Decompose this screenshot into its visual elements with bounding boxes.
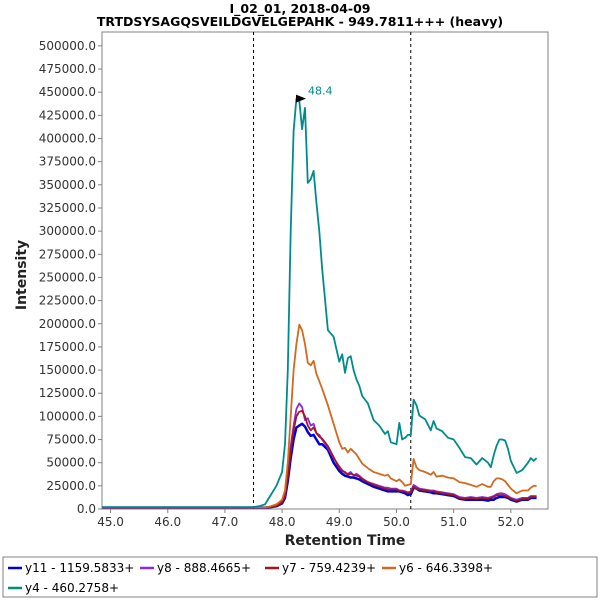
series-line xyxy=(102,422,537,509)
y-tick-label: 25000.0 xyxy=(46,479,96,493)
y-tick-label: 475000.0 xyxy=(39,62,96,76)
y-tick-label: 300000.0 xyxy=(39,224,96,238)
y-tick-label: 75000.0 xyxy=(46,433,96,447)
x-axis-title: Retention Time xyxy=(285,533,406,549)
legend-label-y11: y11 - 1159.5833+ xyxy=(25,561,134,575)
y-tick-label: 375000.0 xyxy=(39,155,96,169)
chart-title: I_02_01, 2018-04-09 xyxy=(230,1,371,17)
y-tick-label: 350000.0 xyxy=(39,178,96,192)
series-line xyxy=(102,323,537,509)
series-line xyxy=(102,97,538,509)
legend: y11 - 1159.5833+ y8 - 888.4665+ y7 - 759… xyxy=(2,556,598,598)
series-layer xyxy=(102,97,538,509)
x-tick-label: 45.0 xyxy=(97,515,124,529)
x-tick-label: 47.0 xyxy=(212,515,239,529)
x-tick-label: 52.0 xyxy=(497,515,524,529)
y-tick-label: 150000.0 xyxy=(39,363,96,377)
y-tick-label: 175000.0 xyxy=(39,340,96,354)
legend-label-y8: y8 - 888.4665+ xyxy=(157,561,251,575)
y-tick-label: 225000.0 xyxy=(39,294,96,308)
x-tick-label: 50.0 xyxy=(383,515,410,529)
chart-subtitle: TRTDSYSAGQSVEILDGVELGEPAHK - 949.7811+++… xyxy=(97,14,503,29)
y-tick-label: 500000.0 xyxy=(39,39,96,53)
y-tick-label: 450000.0 xyxy=(39,85,96,99)
plot-area: 48.4 xyxy=(101,31,549,510)
y-tick-label: 250000.0 xyxy=(39,270,96,284)
y-tick-label: 125000.0 xyxy=(39,386,96,400)
y-tick-label: 325000.0 xyxy=(39,201,96,215)
y-tick-label: 275000.0 xyxy=(39,247,96,261)
y-tick-label: 0.0 xyxy=(77,502,96,516)
y-tick-label: 100000.0 xyxy=(39,409,96,423)
series-line xyxy=(102,409,537,509)
y-tick-label: 400000.0 xyxy=(39,132,96,146)
peak-marker-icon xyxy=(295,94,306,103)
y-axis: 0.0 25000.0 50000.0 75000.0 100000.0 125000.0… xyxy=(39,39,102,516)
x-tick-label: 49.0 xyxy=(326,515,353,529)
x-tick-label: 51.0 xyxy=(440,515,467,529)
y-tick-label: 50000.0 xyxy=(46,456,96,470)
x-axis: 45.0 46.0 47.0 48.0 49.0 50.0 51.0 52.0 xyxy=(97,509,524,529)
legend-label-y4: y4 - 460.2758+ xyxy=(25,581,119,595)
plot-frame xyxy=(101,31,549,510)
peak-annotation: 48.4 xyxy=(295,85,333,103)
y-tick-label: 200000.0 xyxy=(39,317,96,331)
x-tick-label: 46.0 xyxy=(154,515,181,529)
legend-frame xyxy=(2,556,598,598)
x-tick-label: 48.0 xyxy=(269,515,296,529)
peak-label: 48.4 xyxy=(308,85,333,98)
y-tick-label: 425000.0 xyxy=(39,108,96,122)
y-axis-title: Intensity xyxy=(14,240,30,310)
series-line xyxy=(102,402,537,509)
legend-label-y7: y7 - 759.4239+ xyxy=(282,561,376,575)
legend-label-y6: y6 - 646.3398+ xyxy=(399,561,493,575)
